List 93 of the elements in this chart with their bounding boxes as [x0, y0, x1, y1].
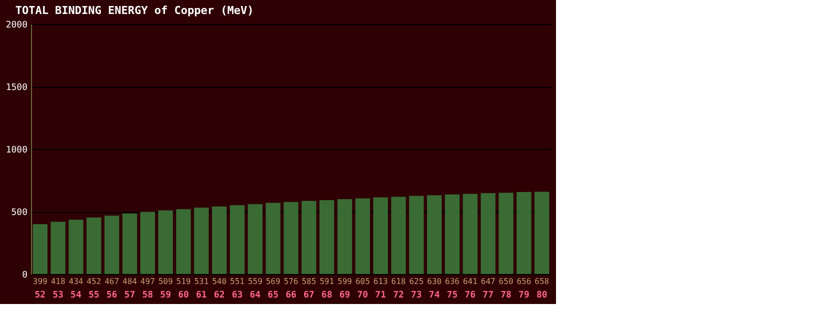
data-label: 650 — [498, 277, 514, 286]
data-label: 434 — [68, 277, 84, 286]
y-tick-label: 0 — [22, 270, 28, 280]
data-label: 658 — [534, 277, 550, 286]
data-label: 569 — [266, 277, 280, 286]
bar — [480, 193, 496, 274]
bar — [194, 208, 209, 274]
bar — [230, 205, 245, 274]
bar — [516, 192, 532, 274]
bar — [266, 202, 280, 274]
bar — [444, 194, 460, 274]
data-label: 630 — [427, 277, 442, 286]
data-label: 591 — [320, 277, 334, 286]
x-tick-label: 61 — [196, 290, 207, 300]
data-label: 618 — [391, 277, 406, 286]
y-tick-label: 2000 — [6, 20, 28, 30]
x-tick-label: 74 — [428, 290, 440, 300]
data-label: 625 — [409, 277, 424, 286]
x-tick-label: 78 — [500, 290, 512, 300]
x-tick-label: 58 — [142, 290, 154, 300]
x-tick-label: 72 — [393, 290, 404, 300]
data-label: 531 — [194, 277, 209, 286]
bar — [32, 224, 48, 274]
bar — [176, 209, 191, 274]
bar — [248, 204, 263, 274]
data-label: 636 — [445, 277, 460, 286]
x-tick-label: 63 — [232, 290, 243, 300]
bar — [427, 195, 442, 274]
y-tick-label: 1500 — [6, 83, 28, 93]
data-label: 418 — [50, 277, 66, 286]
bar — [158, 210, 173, 274]
bar — [534, 192, 550, 274]
data-label: 551 — [230, 277, 245, 286]
data-label: 585 — [302, 277, 316, 286]
data-label: 613 — [373, 277, 388, 286]
bar — [86, 218, 102, 274]
x-tick-label: 71 — [375, 290, 386, 300]
x-tick-label: 65 — [268, 290, 279, 300]
data-label: 452 — [86, 277, 102, 286]
bar — [462, 194, 478, 274]
x-tick-label: 62 — [214, 290, 225, 300]
bar — [122, 214, 138, 274]
bar — [212, 206, 227, 274]
x-tick-label: 59 — [160, 290, 171, 300]
data-label: 599 — [338, 277, 352, 286]
bar — [409, 196, 424, 274]
data-label: 559 — [248, 277, 263, 286]
x-tick-label: 75 — [446, 290, 458, 300]
data-label: 497 — [140, 277, 156, 286]
data-label: 656 — [516, 277, 532, 286]
x-tick-label: 54 — [70, 290, 82, 300]
bar — [319, 200, 334, 274]
bar — [302, 200, 316, 274]
bar — [140, 212, 155, 274]
x-tick-label: 68 — [321, 290, 332, 300]
x-tick-label: 67 — [303, 290, 314, 300]
data-label: 641 — [462, 277, 478, 286]
bar — [373, 197, 388, 274]
data-label: 467 — [104, 277, 120, 286]
bar — [337, 199, 352, 274]
x-tick-label: 79 — [518, 290, 530, 300]
x-tick-label: 56 — [106, 290, 118, 300]
data-label: 519 — [176, 277, 191, 286]
x-tick-label: 80 — [536, 290, 548, 300]
bar — [284, 202, 298, 274]
y-tick-label: 1000 — [6, 146, 28, 156]
bar — [50, 222, 66, 274]
bar — [104, 216, 120, 274]
bar — [68, 220, 84, 274]
x-tick-label: 55 — [88, 290, 100, 300]
data-label: 484 — [122, 277, 138, 286]
data-label: 576 — [284, 277, 298, 286]
x-tick-label: 64 — [250, 290, 262, 300]
x-tick-label: 77 — [482, 290, 494, 300]
x-tick-label: 76 — [464, 290, 476, 300]
data-label: 605 — [355, 277, 370, 286]
x-tick-label: 53 — [52, 290, 64, 300]
data-label: 399 — [32, 277, 48, 286]
bar — [498, 192, 514, 274]
x-tick-label: 70 — [357, 290, 368, 300]
bar — [391, 196, 406, 274]
x-tick-label: 73 — [411, 290, 422, 300]
x-tick-label: 52 — [34, 290, 46, 300]
data-label: 647 — [480, 277, 496, 286]
x-tick-label: 69 — [339, 290, 350, 300]
x-tick-label: 60 — [178, 290, 189, 300]
data-label: 540 — [212, 277, 227, 286]
data-label: 509 — [158, 277, 173, 286]
x-tick-label: 57 — [124, 290, 136, 300]
bar — [355, 198, 370, 274]
chart-title: TOTAL BINDING ENERGY of Copper (MeV) — [15, 4, 254, 17]
y-tick-label: 500 — [11, 208, 28, 218]
x-tick-label: 66 — [286, 290, 296, 300]
